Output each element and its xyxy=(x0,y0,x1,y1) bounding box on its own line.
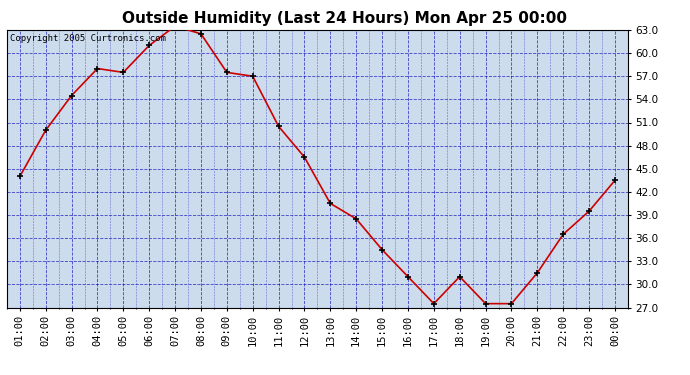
Text: Outside Humidity (Last 24 Hours) Mon Apr 25 00:00: Outside Humidity (Last 24 Hours) Mon Apr… xyxy=(123,11,567,26)
Text: Copyright 2005 Curtronics.com: Copyright 2005 Curtronics.com xyxy=(10,34,166,43)
